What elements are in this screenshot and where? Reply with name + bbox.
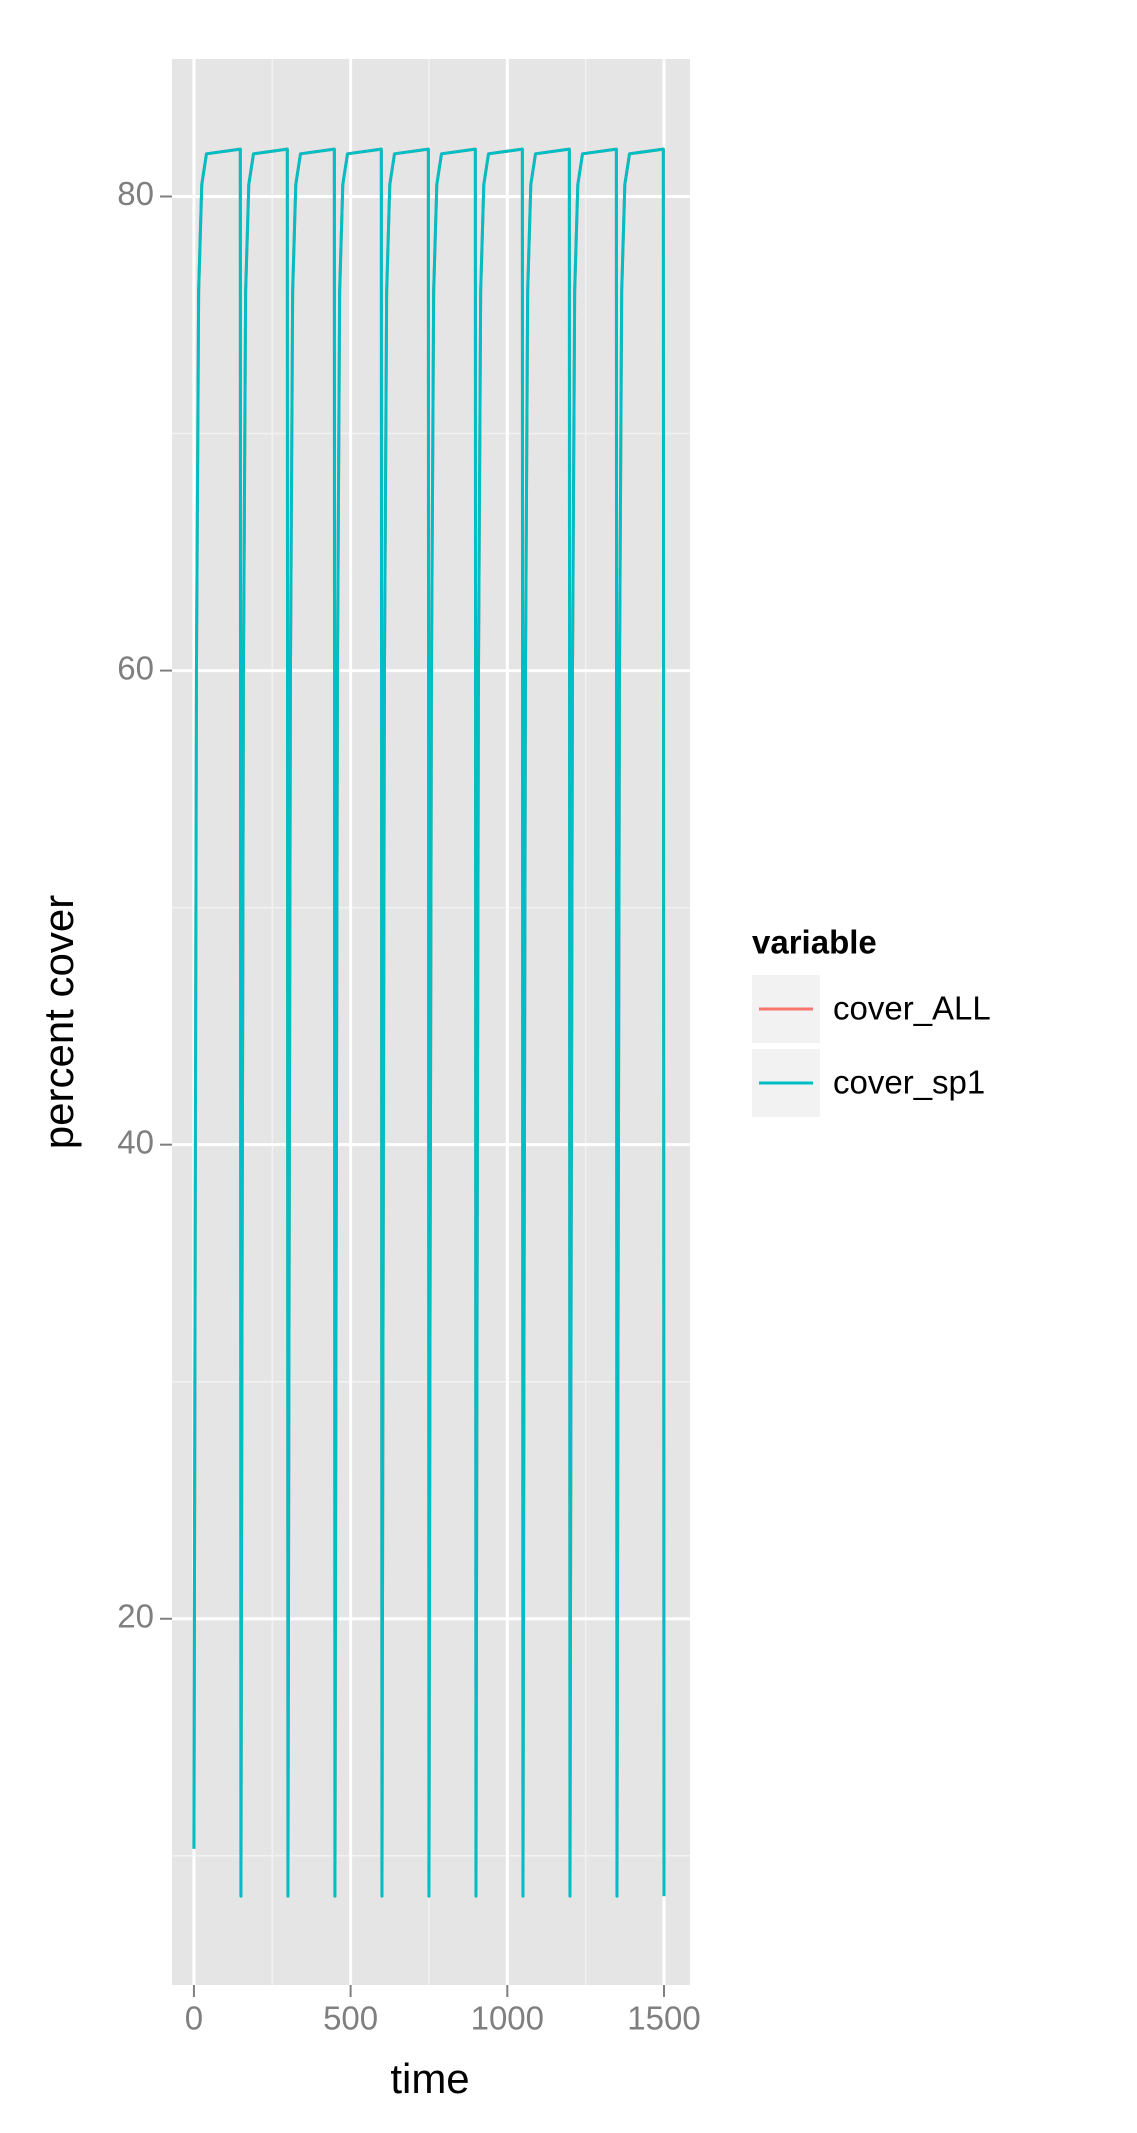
x-tick-label: 1500 [627, 2000, 700, 2037]
x-tick-label: 500 [323, 2000, 378, 2037]
legend-label: cover_sp1 [833, 1064, 985, 1101]
x-tick-label: 1000 [471, 2000, 544, 2037]
legend-title: variable [752, 924, 877, 961]
legend-label: cover_ALL [833, 990, 991, 1027]
x-tick-label: 0 [185, 2000, 203, 2037]
y-tick-label: 20 [117, 1597, 154, 1634]
x-axis-title: time [390, 2055, 469, 2102]
y-tick-label: 40 [117, 1123, 154, 1160]
y-tick-label: 80 [117, 175, 154, 212]
y-tick-label: 60 [117, 649, 154, 686]
y-axis-title: percent cover [35, 895, 82, 1149]
series-line [192, 147, 666, 1898]
